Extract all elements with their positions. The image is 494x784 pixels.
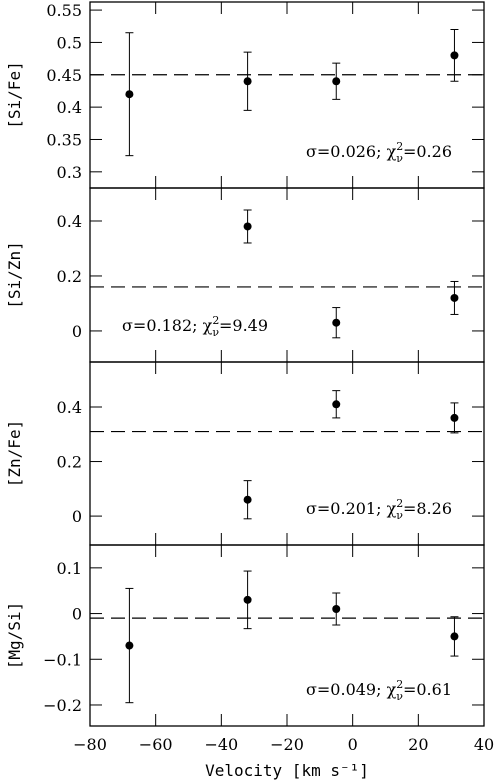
y-tick-label: 0.35 — [46, 130, 82, 149]
x-tick-label: 0 — [348, 735, 358, 754]
y-tick-label: 0 — [72, 322, 82, 341]
annotation-sup: 2 — [396, 140, 403, 153]
panel-frame — [89, 187, 485, 363]
x-tick-label: −60 — [139, 735, 173, 754]
data-point — [450, 293, 459, 302]
y-tick-label: −0.1 — [43, 650, 82, 669]
y-tick-label: 0.4 — [57, 398, 82, 417]
annotation-rest: =9.49 — [219, 316, 268, 335]
data-point — [243, 495, 252, 504]
annotation-text: σ=0.026; χ — [306, 142, 397, 161]
data-point — [332, 400, 341, 409]
y-tick-label: 0.45 — [46, 66, 82, 85]
y-axis-label: [Si/Zn] — [5, 241, 24, 308]
y-axis-label: [Zn/Fe] — [5, 420, 24, 487]
y-tick-label: 0.5 — [57, 33, 82, 52]
data-point — [332, 318, 341, 327]
annotation-text: σ=0.182; χ — [122, 316, 213, 335]
y-axis-label: [Si/Fe] — [5, 61, 24, 128]
annotation: σ=0.026; χ2 ν=0.26 — [306, 140, 452, 165]
data-point — [243, 222, 252, 231]
data-point — [243, 77, 252, 86]
y-tick-label: 0.4 — [57, 98, 82, 117]
y-tick-label: 0 — [72, 605, 82, 624]
y-tick-label: 0.2 — [57, 267, 82, 286]
y-axis-label: [Mg/Si] — [5, 602, 24, 669]
data-point — [125, 90, 134, 99]
y-tick-label: 0.4 — [57, 212, 82, 231]
y-tick-label: 0.3 — [57, 163, 82, 182]
data-point — [450, 413, 459, 422]
y-tick-label: 0.1 — [57, 559, 82, 578]
annotation-sub: ν — [396, 690, 403, 703]
data-point — [243, 595, 252, 604]
x-axis-label: Velocity [km s⁻¹] — [205, 761, 369, 780]
annotation: σ=0.049; χ2 ν=0.61 — [306, 678, 452, 703]
y-tick-label: 0.55 — [46, 1, 82, 20]
y-tick-label: 0 — [72, 507, 82, 526]
y-tick-label: 0.2 — [57, 453, 82, 472]
x-tick-label: 40 — [474, 735, 494, 754]
annotation: σ=0.182; χ2 ν=9.49 — [122, 314, 268, 339]
data-point — [450, 632, 459, 641]
x-tick-label: 20 — [408, 735, 428, 754]
annotation-rest: =0.26 — [403, 142, 452, 161]
annotation-sup: 2 — [396, 497, 403, 510]
annotation-rest: =0.61 — [403, 680, 452, 699]
x-tick-label: −80 — [73, 735, 107, 754]
x-tick-label: −40 — [204, 735, 238, 754]
data-point — [332, 604, 341, 613]
annotation-sup: 2 — [212, 314, 219, 327]
annotation-sub: ν — [396, 509, 403, 522]
x-tick-label: −20 — [270, 735, 304, 754]
annotation-rest: =8.26 — [403, 499, 452, 518]
y-tick-label: −0.2 — [43, 696, 82, 715]
annotation-text: σ=0.201; χ — [306, 499, 397, 518]
data-point — [450, 51, 459, 60]
annotation-sub: ν — [396, 152, 403, 165]
annotation-sup: 2 — [396, 678, 403, 691]
data-point — [125, 641, 134, 650]
data-point — [332, 77, 341, 86]
annotation: σ=0.201; χ2 ν=8.26 — [306, 497, 452, 522]
annotation-sub: ν — [212, 326, 219, 339]
annotation-text: σ=0.049; χ — [306, 680, 397, 699]
